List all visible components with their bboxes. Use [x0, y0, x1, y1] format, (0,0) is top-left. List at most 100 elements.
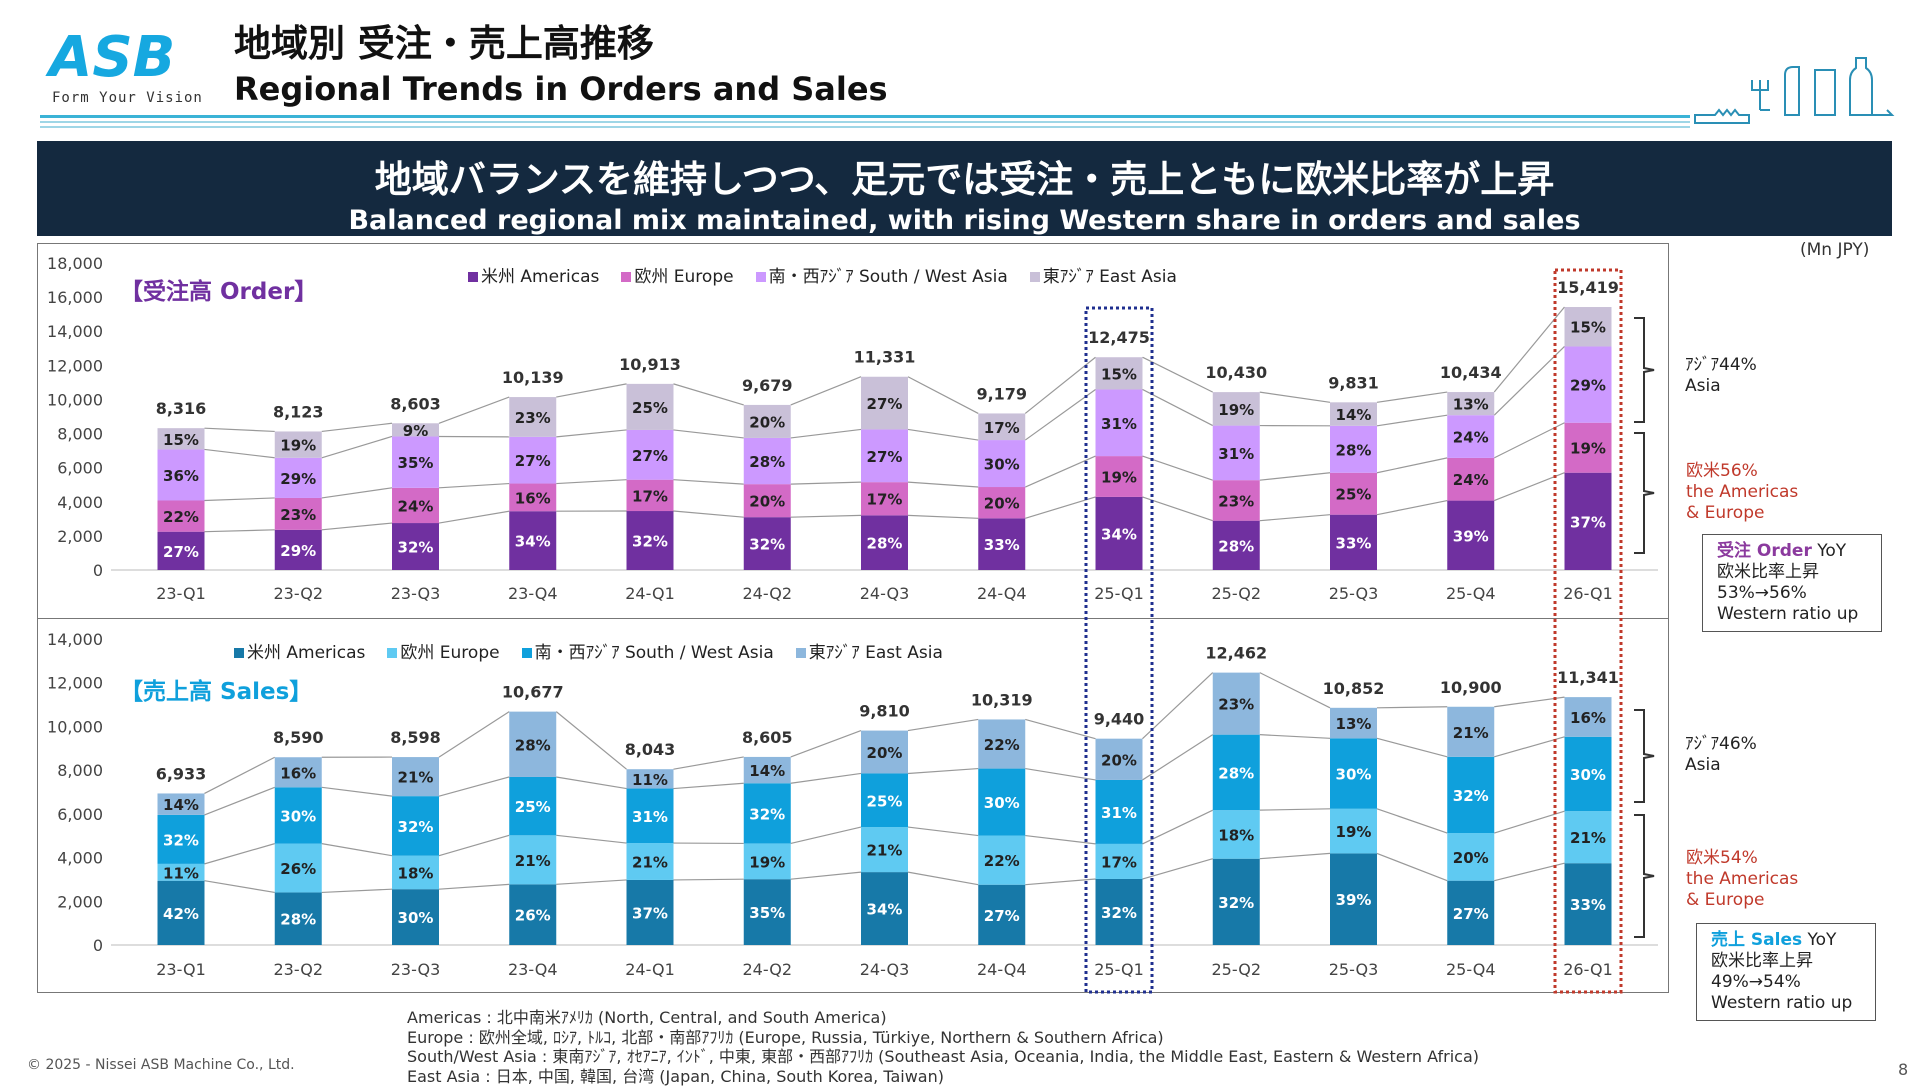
data-label: 32%	[163, 831, 199, 849]
data-label: 29%	[280, 542, 316, 560]
data-label: 20%	[984, 495, 1020, 513]
x-tick-label: 24-Q4	[977, 960, 1027, 979]
asia-share-label: Asia	[1685, 376, 1757, 397]
x-tick-label: 26-Q1	[1563, 960, 1613, 979]
callout-yoy: YoY	[1802, 930, 1836, 950]
data-label: 17%	[984, 419, 1020, 437]
data-label: 25%	[632, 399, 668, 417]
y-tick-label: 12,000	[47, 356, 103, 375]
data-label: 32%	[749, 536, 785, 554]
x-tick-label: 24-Q2	[743, 960, 793, 979]
connector-line	[674, 480, 744, 484]
data-label: 28%	[280, 911, 316, 929]
data-label: 30%	[398, 909, 434, 927]
connector-line	[205, 428, 275, 431]
data-label: 22%	[163, 508, 199, 526]
connector-line	[908, 872, 978, 885]
connector-line	[556, 384, 626, 397]
x-tick-label: 24-Q3	[860, 960, 910, 979]
x-tick-label: 23-Q3	[391, 584, 441, 603]
total-label: 9,179	[976, 384, 1027, 403]
callout-line: Western ratio up	[1717, 604, 1867, 625]
data-label: 28%	[749, 453, 785, 471]
connector-line	[908, 827, 978, 836]
y-tick-label: 10,000	[47, 717, 103, 736]
total-label: 12,475	[1088, 328, 1150, 347]
asia-share-label: Asia	[1685, 755, 1757, 776]
connector-line	[439, 777, 509, 796]
data-label: 33%	[984, 536, 1020, 554]
data-label: 20%	[867, 744, 903, 762]
sales-brackets-icon	[1630, 707, 1670, 942]
copyright: © 2025 - Nissei ASB Machine Co., Ltd.	[27, 1057, 295, 1073]
connector-line	[908, 515, 978, 518]
data-label: 29%	[280, 470, 316, 488]
sales-yoy-callout: 売上 Sales YoY 欧米比率上昇 49%→54% Western rati…	[1696, 923, 1876, 1021]
connector-line	[791, 773, 861, 783]
data-label: 32%	[398, 539, 434, 557]
y-tick-label: 14,000	[47, 630, 103, 649]
connector-line	[674, 384, 744, 405]
x-tick-label: 23-Q1	[156, 960, 206, 979]
y-tick-label: 12,000	[47, 674, 103, 693]
data-label: 21%	[1453, 724, 1489, 742]
west-share-label: & Europe	[1686, 503, 1798, 524]
total-label: 10,677	[502, 683, 564, 702]
data-label: 39%	[1453, 527, 1489, 545]
total-label: 8,603	[390, 394, 441, 413]
callout-line: 49%→54%	[1711, 972, 1861, 993]
connector-line	[439, 484, 509, 488]
data-label: 28%	[867, 535, 903, 553]
x-tick-label: 23-Q1	[156, 584, 206, 603]
connector-line	[556, 712, 626, 770]
page-number: 8	[1898, 1060, 1908, 1079]
connector-line	[205, 787, 275, 815]
x-tick-label: 23-Q4	[508, 960, 558, 979]
total-label: 10,430	[1205, 363, 1267, 382]
y-tick-label: 2,000	[57, 892, 103, 911]
x-tick-label: 23-Q3	[391, 960, 441, 979]
connector-line	[1260, 853, 1330, 858]
x-tick-label: 24-Q2	[743, 584, 793, 603]
data-label: 13%	[1453, 396, 1489, 414]
y-tick-label: 0	[93, 561, 103, 580]
connector-line	[674, 783, 744, 788]
asia-share-value: ｱｼﾞｱ44%	[1685, 355, 1757, 376]
connector-line	[322, 787, 392, 796]
connector-line	[1377, 853, 1447, 880]
data-label: 26%	[280, 860, 316, 878]
data-label: 14%	[749, 762, 785, 780]
connector-line	[1260, 735, 1330, 739]
connector-line	[322, 488, 392, 498]
x-tick-label: 24-Q3	[860, 584, 910, 603]
connector-line	[439, 884, 509, 889]
data-label: 16%	[1570, 709, 1606, 727]
data-label: 18%	[1218, 826, 1254, 844]
total-label: 11,331	[854, 348, 916, 367]
data-label: 24%	[1453, 471, 1489, 489]
data-label: 25%	[867, 792, 903, 810]
footnote-line: Europe : 欧州全域, ﾛｼｱ, ﾄﾙｺ, 北部・南部ｱﾌﾘｶ (Euro…	[407, 1028, 1479, 1048]
data-label: 29%	[1570, 377, 1606, 395]
connector-line	[1377, 738, 1447, 756]
data-label: 24%	[398, 497, 434, 515]
data-label: 28%	[1218, 537, 1254, 555]
connector-line	[674, 757, 744, 769]
data-label: 33%	[1336, 534, 1372, 552]
connector-line	[556, 880, 626, 884]
connector-line	[791, 872, 861, 879]
connector-line	[439, 835, 509, 855]
data-label: 15%	[1101, 365, 1137, 383]
data-label: 27%	[632, 447, 668, 465]
x-tick-label: 25-Q2	[1212, 960, 1262, 979]
data-label: 32%	[749, 805, 785, 823]
y-tick-label: 6,000	[57, 805, 103, 824]
x-tick-label: 25-Q1	[1094, 584, 1144, 603]
data-label: 19%	[749, 853, 785, 871]
data-label: 21%	[632, 853, 668, 871]
connector-line	[1377, 501, 1447, 515]
connector-line	[908, 377, 978, 414]
data-label: 9%	[403, 422, 428, 440]
data-label: 14%	[1336, 406, 1372, 424]
total-label: 8,605	[742, 728, 793, 747]
